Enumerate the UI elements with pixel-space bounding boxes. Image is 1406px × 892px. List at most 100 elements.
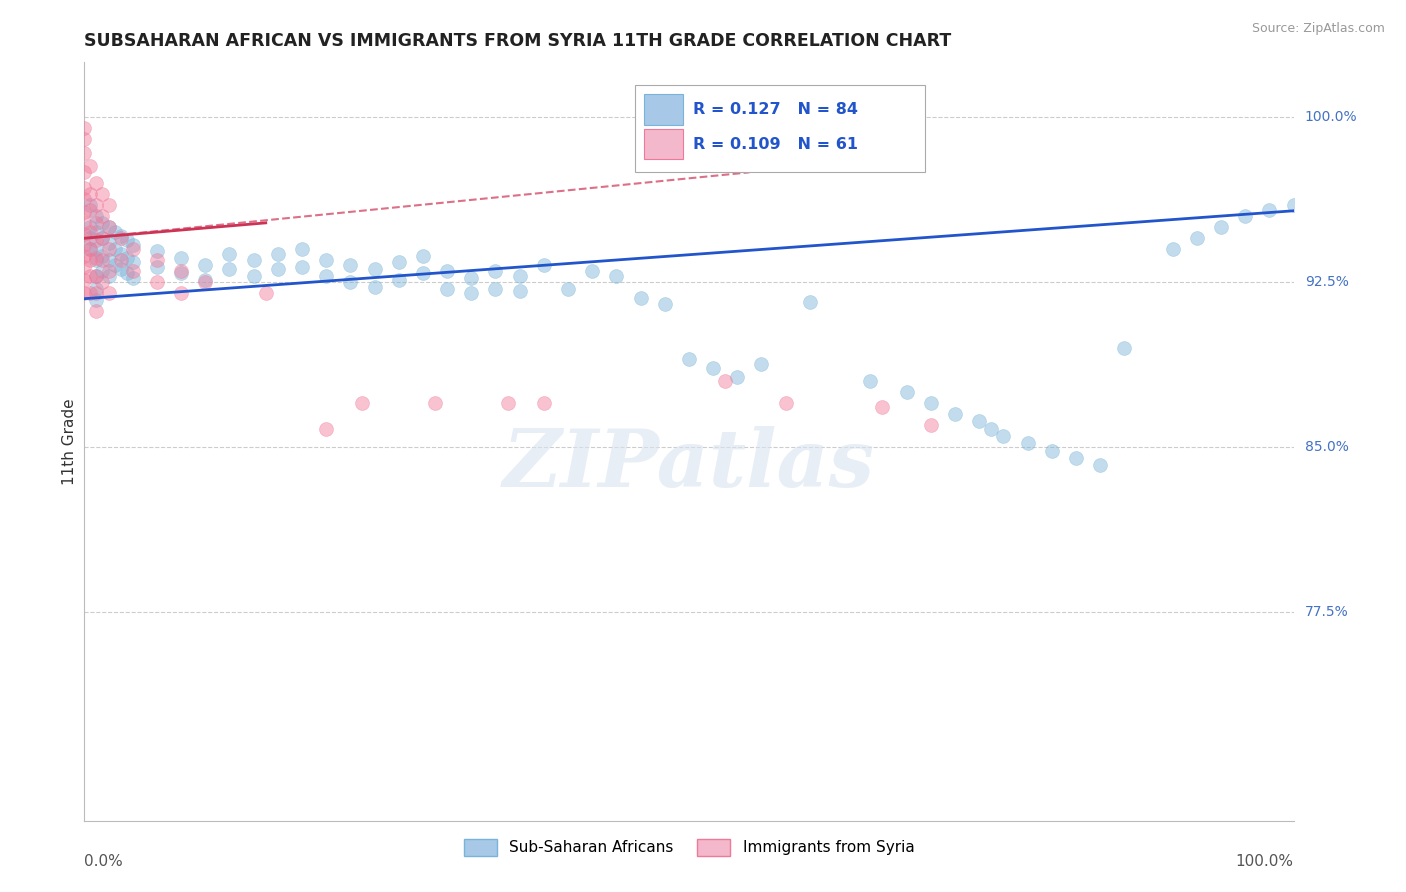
Point [218, 246, 240, 260]
Point [412, 267, 434, 281]
Point [194, 275, 217, 289]
Point [436, 282, 458, 296]
Point [1017, 435, 1039, 450]
Point [533, 396, 555, 410]
Point [73, 205, 96, 219]
Point [97, 242, 120, 256]
Point [315, 422, 337, 436]
Point [654, 297, 676, 311]
Point [86, 234, 108, 248]
Point [872, 401, 894, 415]
Point [242, 268, 264, 283]
Point [91, 209, 114, 223]
Point [73, 260, 96, 274]
Point [79, 225, 101, 239]
Point [412, 249, 434, 263]
Point [315, 253, 337, 268]
Point [315, 268, 337, 283]
Point [91, 249, 114, 263]
Point [484, 264, 506, 278]
Text: 85.0%: 85.0% [1305, 440, 1348, 454]
Point [1209, 220, 1232, 235]
Point [170, 251, 193, 265]
Point [460, 286, 482, 301]
Text: R = 0.109   N = 61: R = 0.109 N = 61 [693, 136, 858, 152]
Point [920, 418, 942, 433]
Point [79, 231, 101, 245]
Point [79, 159, 101, 173]
Point [91, 264, 114, 278]
Text: 77.5%: 77.5% [1305, 605, 1348, 619]
Point [79, 220, 101, 235]
Point [170, 286, 193, 301]
Point [79, 242, 101, 256]
Point [967, 414, 990, 428]
Point [86, 253, 108, 268]
Point [110, 231, 132, 245]
Point [86, 242, 108, 256]
Point [714, 374, 737, 388]
Point [73, 237, 96, 252]
Point [339, 258, 361, 272]
Text: R = 0.127   N = 84: R = 0.127 N = 84 [693, 102, 858, 117]
Point [1040, 444, 1063, 458]
Point [363, 279, 385, 293]
Point [86, 268, 108, 283]
Point [242, 253, 264, 268]
Point [254, 286, 277, 301]
Point [146, 253, 169, 268]
Point [121, 237, 143, 252]
Point [702, 360, 724, 375]
Point [980, 422, 1002, 436]
Point [91, 187, 114, 202]
Point [121, 270, 143, 285]
Point [799, 295, 821, 310]
Point [86, 177, 108, 191]
Point [86, 225, 108, 239]
Point [115, 234, 138, 248]
Point [775, 396, 797, 410]
Point [423, 396, 446, 410]
Point [91, 216, 114, 230]
Point [859, 374, 882, 388]
Legend: Sub-Saharan Africans, Immigrants from Syria: Sub-Saharan Africans, Immigrants from Sy… [457, 832, 921, 863]
Point [86, 282, 108, 296]
Point [605, 268, 627, 283]
Point [91, 231, 114, 245]
Point [86, 286, 108, 301]
Point [581, 264, 603, 278]
Point [1114, 341, 1136, 355]
Point [920, 396, 942, 410]
Point [436, 264, 458, 278]
Point [496, 396, 519, 410]
Point [1185, 231, 1208, 245]
Point [291, 260, 314, 274]
Point [91, 253, 114, 268]
Point [79, 187, 101, 202]
Point [1258, 202, 1281, 217]
Point [73, 121, 96, 136]
Text: 100.0%: 100.0% [1305, 111, 1357, 124]
Point [73, 227, 96, 241]
Point [86, 209, 108, 223]
Point [352, 396, 374, 410]
Point [73, 249, 96, 263]
Point [97, 220, 120, 235]
Point [218, 262, 240, 277]
Point [73, 192, 96, 206]
FancyBboxPatch shape [644, 95, 683, 125]
Point [97, 264, 120, 278]
Point [751, 357, 773, 371]
Point [86, 216, 108, 230]
Point [388, 273, 411, 287]
Point [97, 253, 120, 268]
Point [79, 198, 101, 212]
Point [115, 251, 138, 265]
Point [110, 262, 132, 277]
Point [388, 255, 411, 269]
Point [170, 264, 193, 278]
Point [993, 429, 1015, 443]
Point [363, 262, 385, 277]
Point [146, 260, 169, 274]
Point [146, 275, 169, 289]
